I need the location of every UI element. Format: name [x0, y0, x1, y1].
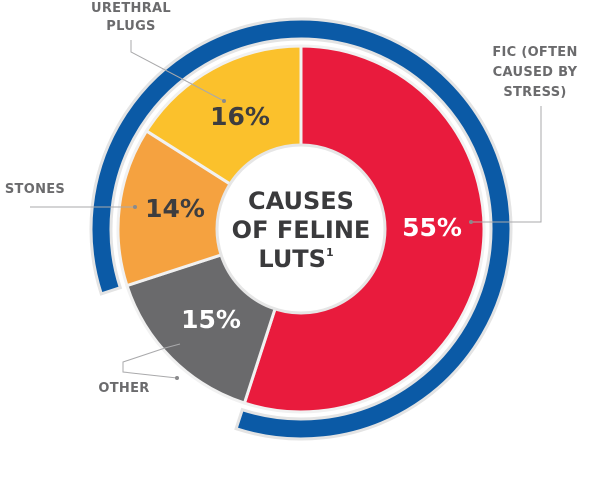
category-label-fic-line-2: CAUSED BY: [493, 65, 578, 80]
value-label-fic: 55%: [402, 213, 462, 242]
category-label-urethral-plugs-line-2: PLUGS: [106, 19, 155, 34]
leader-line-other: [122, 343, 181, 379]
leader-line-stones-dot: [133, 205, 137, 209]
value-label-other: 15%: [181, 305, 241, 334]
value-label-urethral-plugs: 16%: [210, 102, 270, 131]
center-hole: [215, 143, 387, 315]
category-label-stones: STONES: [5, 182, 65, 197]
leader-line-other-dot: [175, 376, 179, 380]
center-title-line-2: OF FELINE: [232, 216, 371, 244]
category-label-fic-line-1: FIC (OFTEN: [492, 45, 577, 60]
center-title-line-3: LUTS1: [258, 245, 333, 273]
outer-ring: [89, 17, 513, 441]
leader-line-fic-dot: [469, 220, 473, 224]
leader-line-fic: [471, 106, 542, 223]
category-label-fic-line-3: STRESS): [503, 85, 566, 100]
value-label-stones: 14%: [145, 194, 205, 223]
leader-line-urethral-plugs-dot: [222, 99, 226, 103]
center-title-line-1: CAUSES: [248, 187, 354, 215]
leader-line-urethral-plugs: [130, 40, 225, 102]
category-label-other: OTHER: [98, 381, 149, 396]
category-label-urethral-plugs-line-1: URETHRAL: [91, 1, 171, 16]
